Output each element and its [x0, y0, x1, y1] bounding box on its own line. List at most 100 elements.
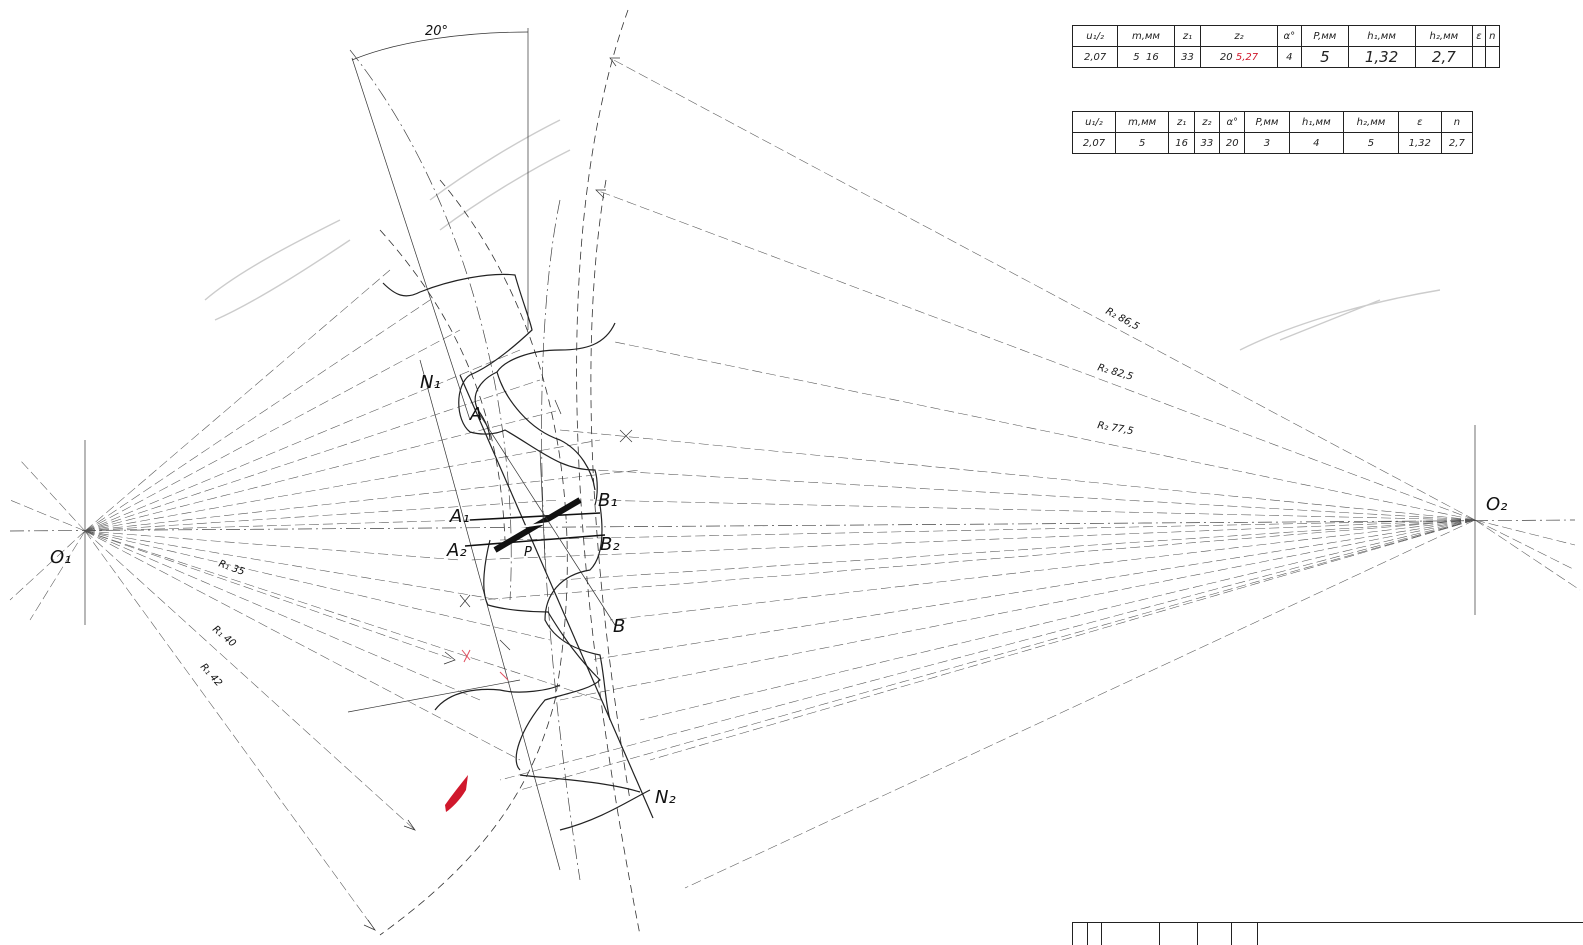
- table-value-row: 2,07 5 16 33 20 5,27 4 5 1,32 2,7: [1071, 46, 1501, 68]
- radius-label-r1-35: R₁ 35: [217, 558, 246, 578]
- construction-ray: [9, 499, 86, 532]
- value-cell: 16: [1168, 132, 1195, 154]
- label-n2: N₂: [655, 787, 676, 808]
- value-cell: 4: [1288, 132, 1345, 154]
- header-cell: z₂: [1200, 25, 1278, 47]
- radius-label-r2-775: R₂ 77,5: [1096, 420, 1134, 437]
- construction-ray: [639, 519, 1476, 721]
- construction-ray: [84, 499, 561, 532]
- construction-rays-o1: [9, 269, 641, 761]
- construction-ray: [594, 469, 1476, 521]
- line-of-action: [419, 359, 654, 871]
- radius-label-r1-42: R₁ 42: [198, 662, 224, 689]
- gear1-tooth-profile: [382, 273, 641, 793]
- construction-ray: [29, 530, 86, 621]
- header-cell: h₂,мм: [1343, 111, 1399, 133]
- title-block-cell: [1197, 923, 1232, 945]
- value-cell: 33: [1193, 132, 1221, 154]
- red-stamp: 5,27: [1235, 51, 1259, 63]
- header-cell: h₁,мм: [1347, 25, 1416, 47]
- construction-ray: [84, 439, 601, 532]
- construction-ray: [84, 530, 481, 701]
- label-n1: N₁: [420, 372, 441, 393]
- construction-ray: [84, 530, 601, 701]
- value-cell: 5: [1343, 132, 1399, 154]
- header-cell: m,мм: [1114, 111, 1170, 133]
- value-cell: 2,7: [1440, 132, 1474, 154]
- construction-ray: [84, 379, 541, 532]
- construction-ray: [84, 519, 471, 532]
- value-cell: [1472, 46, 1486, 68]
- construction-ray: [84, 349, 521, 532]
- point-labels: O₁ O₂ N₁ N₂ A A₁ A₂ B B₁ B₂ P: [50, 372, 1507, 808]
- gear2-radius-dimensions: [595, 57, 1476, 889]
- value-cell: 1,32: [1397, 132, 1442, 154]
- label-a1: A₁: [449, 506, 470, 527]
- construction-ray: [84, 299, 431, 532]
- header-cell: α°: [1276, 25, 1303, 47]
- header-cell: z₂: [1193, 111, 1221, 133]
- center-axes: [9, 425, 1576, 625]
- construction-ray: [19, 459, 86, 532]
- header-cell: P,мм: [1244, 111, 1290, 133]
- title-block-cell: [1231, 923, 1258, 945]
- header-cell: u₁/₂: [1071, 25, 1119, 47]
- construction-ray: [84, 469, 641, 532]
- angle-label: 20°: [425, 24, 448, 39]
- value-cell: 20: [1219, 132, 1246, 154]
- construction-ray: [84, 530, 551, 641]
- pressure-angle-dimension: [351, 28, 529, 421]
- header-cell: n: [1484, 25, 1501, 47]
- construction-ray: [1474, 519, 1576, 571]
- value-cell: 5 16: [1117, 46, 1175, 68]
- construction-ray: [589, 499, 1476, 521]
- radius-label-r2-865: R₂ 86,5: [1104, 306, 1141, 333]
- construction-ray: [1474, 519, 1581, 591]
- value-cell: 4: [1276, 46, 1303, 68]
- engagement-segment: [464, 411, 616, 626]
- construction-ray: [84, 409, 561, 532]
- value-cell: 5: [1114, 132, 1170, 154]
- header-cell: z₁: [1168, 111, 1195, 133]
- construction-ray: [84, 329, 461, 532]
- construction-ray: [84, 530, 501, 601]
- table-value-row: 2,07 5 16 33 20 3 4 5 1,32 2,7: [1072, 132, 1474, 154]
- gear1-circles: [349, 49, 568, 936]
- label-a: A: [469, 404, 482, 425]
- title-block-cell: [1159, 923, 1198, 945]
- label-a2: A₂: [446, 540, 467, 561]
- construction-ray: [559, 429, 1476, 521]
- title-block: [1072, 922, 1583, 945]
- value-cell: 5: [1301, 46, 1349, 68]
- construction-ray: [519, 519, 1476, 791]
- label-b1: B₁: [598, 490, 618, 511]
- header-cell: h₂,мм: [1414, 25, 1474, 47]
- radius-labels: R₁ 35 R₁ 40 R₁ 42 R₂ 86,5 R₂ 82,5 R₂ 77,…: [198, 306, 1141, 689]
- construction-ticks: [459, 399, 633, 651]
- label-p: P: [524, 545, 532, 560]
- header-cell: ε: [1397, 111, 1442, 133]
- header-cell: ε: [1472, 25, 1486, 47]
- construction-ray: [84, 269, 391, 532]
- construction-ray: [559, 519, 1476, 581]
- value-cell: 20 5,27: [1200, 46, 1278, 68]
- construction-ray: [499, 519, 1476, 781]
- radius-label-r1-40: R₁ 40: [210, 624, 238, 650]
- header-cell: n: [1440, 111, 1474, 133]
- label-o1: O₁: [50, 547, 71, 568]
- value-cell: 3: [1244, 132, 1290, 154]
- gear2-circles: [541, 9, 641, 936]
- construction-ray: [1474, 519, 1576, 546]
- parameters-table-top: u₁/₂ m,мм z₁ z₂ α° P,мм h₁,мм h₂,мм ε n …: [1071, 25, 1501, 68]
- construction-rays-o2: [469, 429, 1581, 791]
- header-cell: h₁,мм: [1288, 111, 1345, 133]
- value-cell: 33: [1173, 46, 1202, 68]
- construction-ray: [499, 519, 1476, 541]
- faint-sketch-marks: [204, 119, 1441, 351]
- label-b: B: [613, 616, 625, 637]
- construction-ray: [589, 519, 1476, 661]
- value-cell: 2,7: [1414, 46, 1474, 68]
- parameters-table-bottom: u₁/₂ m,мм z₁ z₂ α° P,мм h₁,мм h₂,мм ε n …: [1072, 111, 1474, 154]
- gear1-radius-dimensions: [84, 530, 521, 931]
